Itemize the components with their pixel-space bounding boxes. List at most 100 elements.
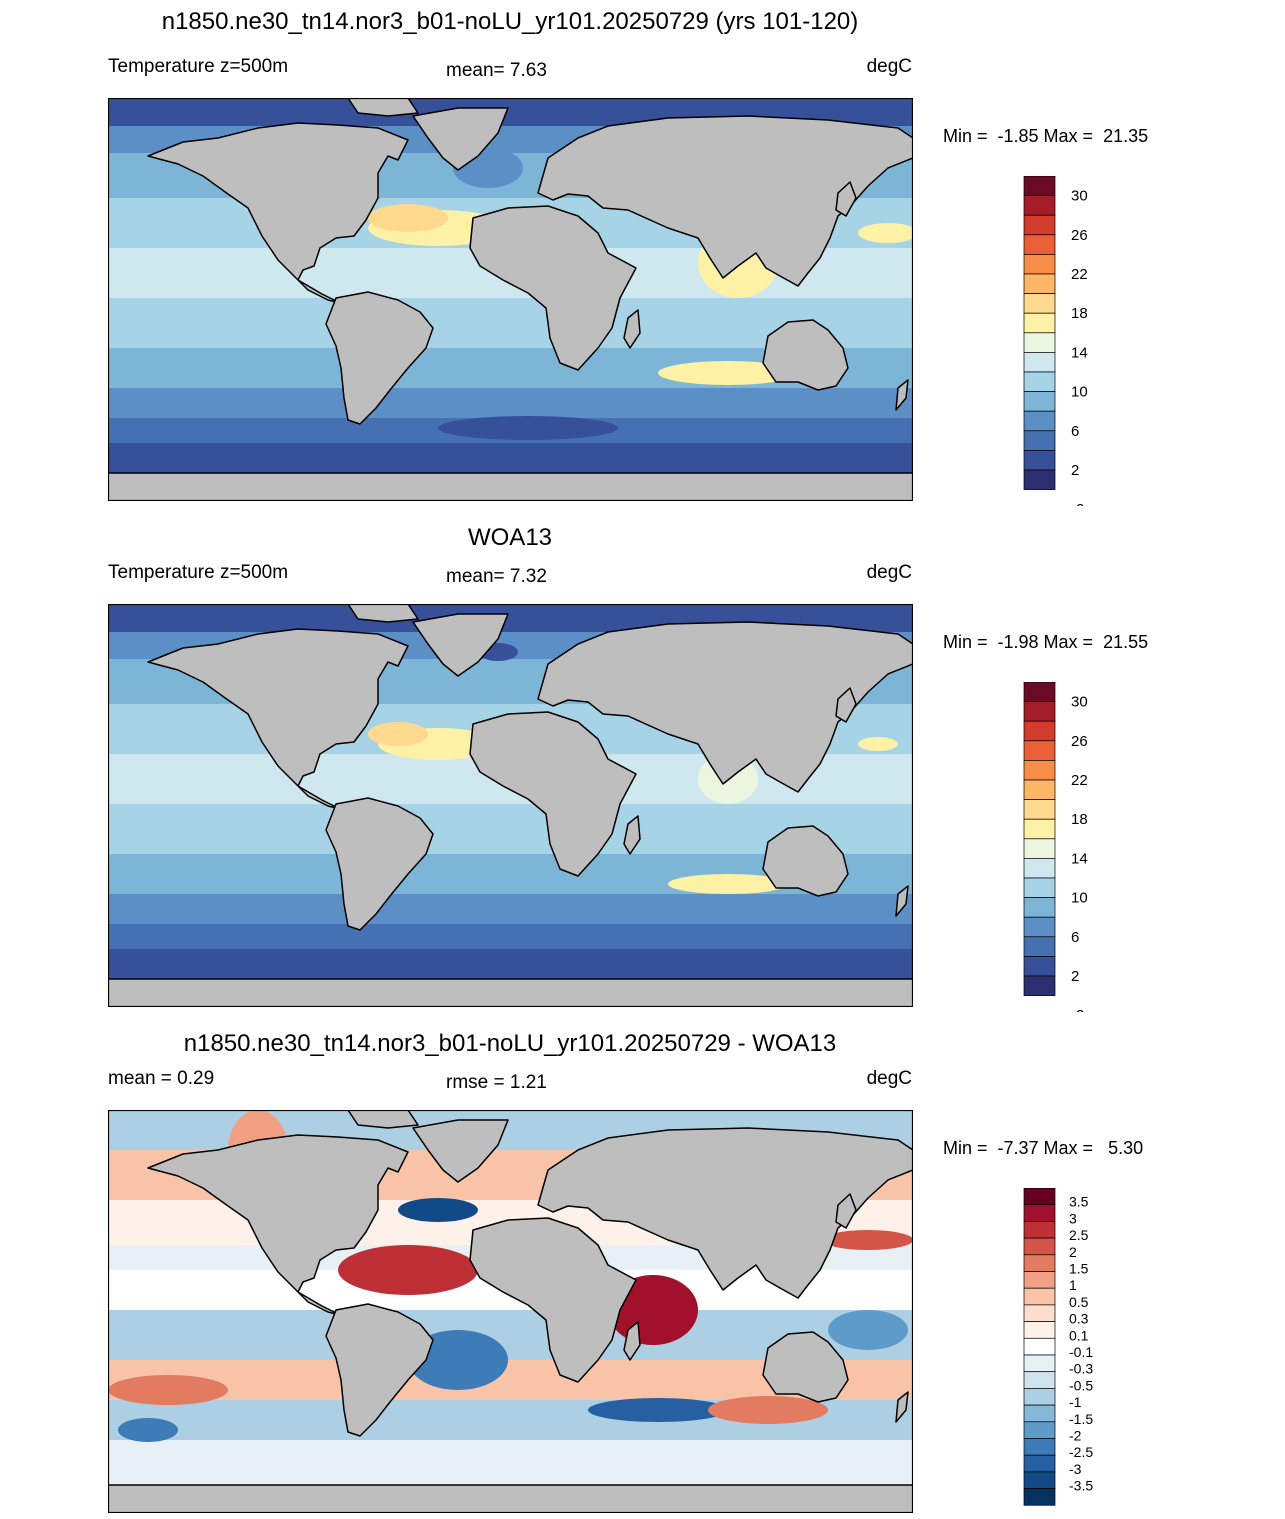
africa-landmass (469, 205, 637, 371)
units-label: degC (866, 562, 912, 583)
colorbar-tick-label: 1.5 (1069, 1261, 1089, 1277)
colorbar-tick-label: 30 (1071, 188, 1088, 205)
colorbar-tick-label: 2 (1071, 462, 1079, 479)
colorbar-tick-label: 0.5 (1069, 1294, 1089, 1310)
colorbar-tick-label: 3.5 (1069, 1194, 1089, 1210)
map-frame (108, 1110, 913, 1513)
japan-landmass (835, 181, 857, 217)
colorbar-box (1023, 371, 1056, 392)
colorbar-box (1023, 391, 1056, 412)
ocean-field-band (108, 1440, 913, 1485)
world-map (108, 98, 913, 501)
colorbar-tick-label: -0.3 (1069, 1361, 1093, 1377)
colorbar-box (1023, 1254, 1056, 1272)
colorbar-box (1023, 214, 1056, 236)
colorbar-tick-label: 26 (1071, 227, 1088, 244)
eurasia-landmass (537, 1127, 913, 1299)
south-america-landmass (325, 797, 434, 931)
ocean-field-anomaly (398, 1198, 478, 1222)
new-zealand-landmass (895, 379, 909, 411)
colorbar-box (1023, 1388, 1056, 1406)
ocean-field-anomaly (823, 1230, 913, 1250)
colorbar-box (1023, 720, 1056, 742)
colorbar-box (1023, 779, 1056, 800)
colorbar-tick-label: 3 (1069, 1210, 1077, 1226)
japan-landmass (835, 687, 857, 723)
colorbar-box (1023, 1237, 1056, 1256)
colorbar-tick-label: -2 (1071, 1007, 1084, 1012)
colorbar-box (1023, 838, 1056, 859)
antarctica-landmass (108, 472, 913, 501)
ocean-field-anomaly (368, 204, 448, 232)
colorbar-tick-label: 22 (1071, 772, 1088, 789)
colorbar-box (1023, 352, 1056, 373)
colorbar-tick-label: 18 (1071, 305, 1088, 322)
colorbar-tick-label: 18 (1071, 811, 1088, 828)
north-america-landmass (147, 628, 409, 810)
arctic-islands-landmass (347, 1110, 419, 1129)
colorbar-tick-label: 1 (1069, 1277, 1077, 1293)
colorbar-tick-label: 0.3 (1069, 1311, 1089, 1327)
north-america-landmass (147, 1134, 409, 1316)
colorbar-box (1023, 701, 1056, 722)
north-america-landmass (147, 122, 409, 304)
colorbar-box (1023, 176, 1056, 196)
antarctica-landmass (108, 978, 913, 1007)
min-max-label: Min = -1.98 Max = 21.55 (943, 632, 1149, 652)
colorbar-box (1023, 293, 1056, 314)
colorbar-tick-label: -2.5 (1069, 1444, 1093, 1460)
madagascar-landmass (623, 815, 641, 855)
colorbar: 30 26 22 18 14 10 6 2 -2 (1023, 682, 1088, 1012)
antarctica-landmass (108, 1484, 913, 1513)
colorbar-tick-label: -3.5 (1069, 1478, 1093, 1494)
colorbar-box (1023, 195, 1056, 216)
africa-landmass (469, 1217, 637, 1383)
colorbar-box (1023, 799, 1056, 820)
south-america-landmass (325, 1303, 434, 1437)
colorbar-box (1023, 897, 1056, 918)
map-frame (108, 604, 913, 1007)
ocean-field-anomaly (368, 722, 428, 746)
colorbar-box (1023, 1321, 1056, 1339)
colorbar-box (1023, 1438, 1056, 1456)
colorbar-box (1023, 975, 1056, 996)
colorbar-box (1023, 410, 1056, 432)
south-america-landmass (325, 291, 434, 425)
ocean-field-anomaly (438, 416, 618, 440)
world-map (108, 1110, 913, 1513)
colorbar-tick-label: -2 (1071, 501, 1084, 506)
units-label: degC (866, 1068, 912, 1089)
colorbar-box (1023, 1421, 1056, 1439)
colorbar-box (1023, 1204, 1056, 1222)
colorbar: 30 26 22 18 14 10 6 2 -2 (1023, 176, 1088, 506)
colorbar-box (1023, 469, 1056, 490)
colorbar-box (1023, 1371, 1056, 1389)
colorbar-box (1023, 1354, 1056, 1373)
arctic-islands-landmass (347, 604, 419, 623)
variable-label: Temperature z=500m (108, 562, 289, 583)
ocean-field-anomaly (668, 874, 788, 894)
colorbar-box (1023, 1271, 1056, 1289)
colorbar-box (1023, 1221, 1056, 1239)
mean-label: mean= 7.63 (446, 60, 547, 81)
ocean-field-anomaly (658, 361, 798, 385)
colorbar-box (1023, 312, 1056, 334)
ocean-field-band (108, 894, 913, 924)
colorbar-tick-label: 6 (1071, 423, 1079, 440)
colorbar-box (1023, 332, 1056, 353)
colorbar: 3.532.521.510.50.30.1-0.1-0.3-0.5-1-1.5-… (1023, 1188, 1093, 1506)
colorbar-tick-label: 10 (1071, 890, 1088, 907)
ocean-field-band (108, 443, 913, 473)
rmse-label: rmse = 1.21 (446, 1072, 547, 1093)
colorbar-box (1023, 430, 1056, 451)
colorbar-tick-label: 2.5 (1069, 1227, 1089, 1243)
madagascar-landmass (623, 1321, 641, 1361)
colorbar-tick-label: 10 (1071, 384, 1088, 401)
colorbar-tick-label: 0.1 (1069, 1327, 1089, 1343)
min-max-label: Min = -7.37 Max = 5.30 (943, 1138, 1144, 1158)
ocean-field-band (108, 388, 913, 418)
colorbar-tick-label: 6 (1071, 929, 1079, 946)
colorbar-tick-label: -3 (1069, 1461, 1082, 1477)
colorbar-box (1023, 1337, 1056, 1356)
colorbar-tick-label: -0.5 (1069, 1377, 1093, 1393)
